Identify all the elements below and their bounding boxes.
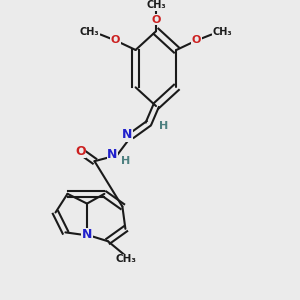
Text: H: H: [159, 121, 168, 130]
Text: O: O: [111, 35, 120, 46]
Text: CH₃: CH₃: [80, 27, 99, 37]
Text: CH₃: CH₃: [146, 1, 166, 10]
Text: H: H: [122, 156, 130, 166]
Text: CH₃: CH₃: [213, 27, 232, 37]
Text: N: N: [82, 228, 92, 241]
Text: N: N: [122, 128, 133, 141]
Text: O: O: [192, 35, 201, 46]
Text: CH₃: CH₃: [116, 254, 136, 264]
Text: N: N: [107, 148, 118, 161]
Text: O: O: [151, 15, 161, 25]
Text: O: O: [75, 145, 86, 158]
